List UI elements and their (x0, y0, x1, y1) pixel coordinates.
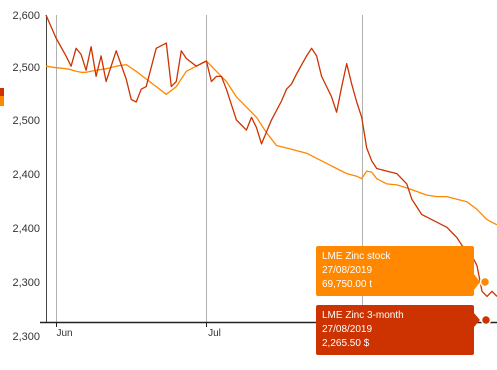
y-tick-label: 2,600 (12, 10, 40, 22)
tooltip-3m-value: 2,265.50 $ (322, 337, 468, 351)
y-tick-label: 2,500 (12, 62, 40, 74)
x-tick-label-jul: Jul (208, 328, 221, 339)
tooltip-3m-series: LME Zinc 3-month (322, 309, 468, 323)
tooltip-lme-zinc-stock: LME Zinc stock 27/08/2019 69,750.00 t (316, 246, 474, 296)
series-line-lme-zinc-stock (46, 61, 497, 225)
y-tick-label: 2,300 (12, 331, 40, 343)
tooltip-stock-date: 27/08/2019 (322, 264, 468, 278)
left-edge-marker-stock (0, 96, 4, 106)
tooltip-3m-date: 27/08/2019 (322, 323, 468, 337)
tooltip-stock-series: LME Zinc stock (322, 250, 468, 264)
x-tick-label-jun: Jun (56, 328, 72, 339)
y-tick-label: 2,400 (12, 169, 40, 181)
tooltip-stock-value: 69,750.00 t (322, 278, 468, 292)
tooltip-3m-pointer (474, 313, 480, 327)
y-tick-label: 2,400 (12, 223, 40, 235)
y-tick-label: 2,300 (12, 277, 40, 289)
y-tick-label: 2,500 (12, 115, 40, 127)
hover-point-3-month (482, 316, 491, 325)
tooltip-lme-zinc-3-month: LME Zinc 3-month 27/08/2019 2,265.50 $ (316, 305, 474, 355)
hover-point-stock (481, 278, 490, 287)
